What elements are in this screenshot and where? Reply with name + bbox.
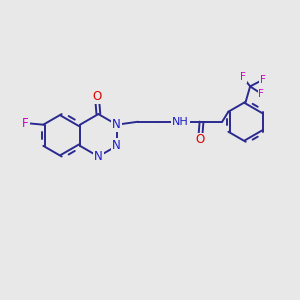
Text: F: F: [260, 75, 266, 85]
Text: NH: NH: [172, 117, 189, 127]
Text: N: N: [112, 118, 121, 131]
Text: N: N: [112, 140, 121, 152]
Text: O: O: [92, 90, 101, 103]
Text: O: O: [195, 134, 205, 146]
Text: F: F: [240, 72, 246, 82]
Text: F: F: [22, 117, 29, 130]
Text: N: N: [94, 150, 103, 163]
Text: F: F: [258, 89, 264, 99]
